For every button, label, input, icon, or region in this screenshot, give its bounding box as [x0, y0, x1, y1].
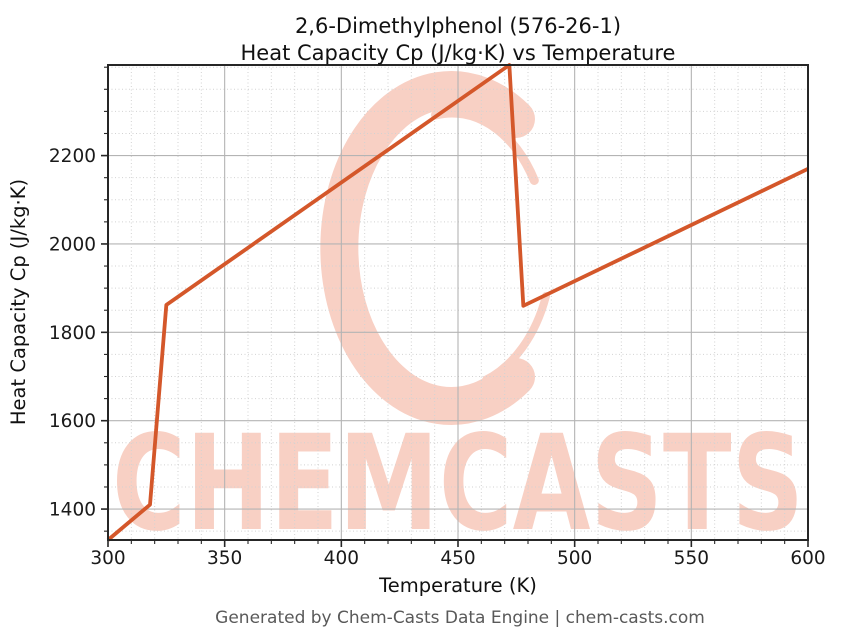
x-axis-label: Temperature (K) — [378, 574, 537, 597]
chemcasts-logo-swirl-icon — [320, 71, 535, 425]
gridlines — [107, 65, 809, 540]
chemcasts-logo-accent-arc2-icon — [482, 292, 550, 384]
y-tick-label: 2000 — [49, 234, 96, 255]
x-tick-label: 500 — [557, 548, 592, 569]
x-tick-label: 600 — [790, 548, 825, 569]
y-tick-label: 1600 — [49, 411, 96, 432]
series-line — [106, 63, 809, 542]
x-tick-label: 400 — [324, 548, 359, 569]
x-tick-label: 550 — [674, 548, 709, 569]
x-tick-label: 300 — [90, 548, 125, 569]
axes-spines-and-ticks — [101, 64, 809, 547]
chart-title-line1: 2,6-Dimethylphenol (576-26-1) — [295, 14, 621, 38]
data-series — [106, 63, 809, 542]
footer-credit: Generated by Chem-Casts Data Engine | ch… — [215, 608, 705, 628]
chemcasts-logo-accent-arc-icon — [431, 108, 539, 185]
x-tick-label: 450 — [440, 548, 475, 569]
y-tick-label: 1400 — [49, 500, 96, 521]
x-tick-label: 350 — [207, 548, 242, 569]
chart-title-line2: Heat Capacity Cp (J/kg·K) vs Temperature — [241, 41, 676, 65]
y-tick-label: 2200 — [49, 146, 96, 167]
y-axis-label: Heat Capacity Cp (J/kg·K) — [7, 179, 30, 425]
tick-labels: 300 350 400 450 500 550 600 1400 1600 1800 2000 220… — [49, 146, 826, 569]
y-tick-label: 1800 — [49, 323, 96, 344]
